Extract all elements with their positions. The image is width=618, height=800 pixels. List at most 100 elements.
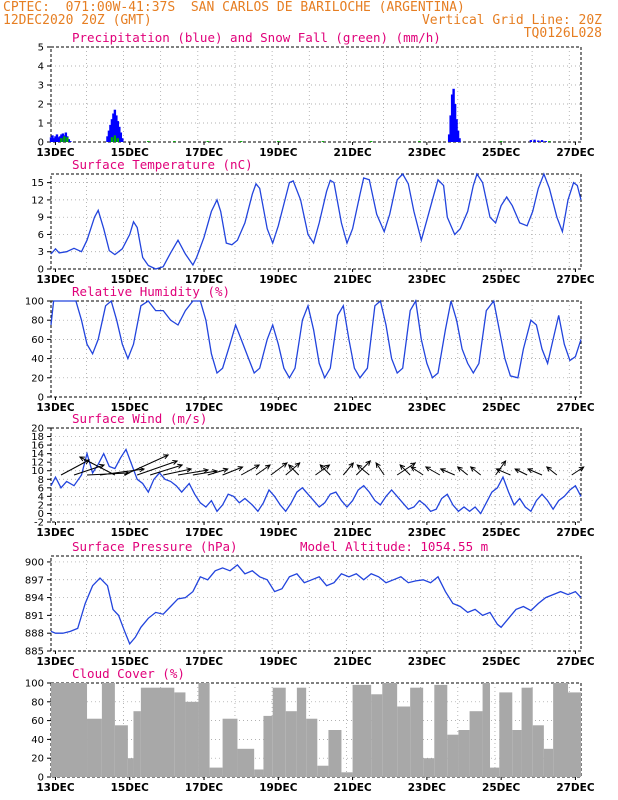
- x-tick-label: 13DEC: [36, 274, 75, 286]
- wind-arrow-head: [356, 464, 363, 470]
- x-tick-label: 19DEC: [259, 147, 298, 159]
- panel-0: 0 1 2 3 4 5 13DEC 15DEC 17DEC 19DEC 21DEC 23DEC 25DE…: [36, 30, 594, 159]
- precip-bar: [529, 140, 533, 142]
- cloud-bar: [209, 767, 223, 777]
- wind-arrow: [527, 468, 543, 476]
- cloud-bar: [272, 687, 286, 777]
- precip-bar: [369, 141, 373, 142]
- cloud-bar: [423, 758, 435, 777]
- y-tick-label: 0: [38, 773, 44, 784]
- cloud-bar: [490, 767, 500, 777]
- cloud-bar: [263, 715, 273, 777]
- precip-bar: [121, 138, 124, 142]
- precip-bar: [110, 119, 114, 142]
- cloud-bar: [352, 684, 372, 777]
- y-tick-label: 20: [31, 754, 44, 765]
- wind-arrow: [270, 462, 288, 476]
- series-line: [50, 563, 582, 646]
- y-tick-label: 20: [31, 424, 44, 435]
- wind-arrow: [571, 466, 584, 476]
- wind-arrow-head: [424, 466, 431, 472]
- y-tick-label: 10: [31, 466, 44, 477]
- wind-arrow: [255, 464, 271, 476]
- wind-arrow: [375, 462, 385, 476]
- precip-bar: [110, 137, 114, 142]
- wind-arrow-head: [294, 462, 301, 468]
- cloud-bar: [482, 683, 491, 777]
- wind-arrow-head: [78, 456, 85, 462]
- y-tick-label: 3: [38, 247, 44, 258]
- panel-4: 885 888 891 894 897 900 13DEC 15DEC 17DEC 19DEC 21…: [25, 539, 595, 668]
- cloud-bar: [222, 718, 238, 777]
- x-tick-label: 27DEC: [556, 402, 595, 414]
- y-tick-label: 885: [25, 647, 44, 658]
- wind-arrow: [355, 460, 371, 476]
- wind-arrow: [288, 464, 300, 476]
- cloud-bar: [306, 718, 318, 777]
- wind-arrow-head: [410, 466, 417, 472]
- y-tick-label: 3: [38, 81, 44, 92]
- y-tick-label: 5: [38, 43, 44, 54]
- panel-5: 0 20 40 60 80 100 13DEC 15DEC 17DEC 19DEC 21DEC 23D…: [25, 666, 595, 794]
- x-tick-label: 13DEC: [36, 402, 75, 414]
- wind-arrow-head: [319, 464, 326, 470]
- x-tick-label: 23DEC: [408, 527, 447, 539]
- panel-1: 0 3 6 9 12 15 13DEC 15DEC 17DEC 19DEC 21DEC 23DEC 25…: [31, 157, 595, 286]
- cloud-bar: [133, 711, 141, 777]
- precip-bar: [60, 138, 63, 142]
- x-tick-label: 15DEC: [111, 527, 150, 539]
- x-tick-label: 15DEC: [111, 402, 150, 414]
- wind-arrow-head: [365, 460, 372, 466]
- cloud-bar: [512, 730, 522, 777]
- precip-bar: [540, 140, 544, 142]
- wind-arrow: [546, 466, 558, 476]
- wind-arrow-head: [348, 462, 355, 468]
- precip-bar: [537, 140, 540, 142]
- y-tick-label: 4: [38, 62, 44, 73]
- x-tick-label: 15DEC: [111, 782, 150, 794]
- x-tick-label: 25DEC: [482, 274, 521, 286]
- wind-arrow: [425, 466, 441, 476]
- wind-arrow-head: [186, 467, 193, 473]
- wind-arrow: [440, 468, 455, 476]
- wind-arrow: [457, 466, 469, 476]
- series-line: [50, 447, 582, 515]
- precip-bar: [447, 134, 451, 142]
- wind-arrow: [163, 468, 192, 476]
- wind-arrow-head: [578, 466, 585, 472]
- y-tick-label: 80: [31, 316, 44, 327]
- x-tick-label: 13DEC: [36, 656, 75, 668]
- wind-arrow-head: [399, 464, 406, 470]
- cloud-bar: [410, 687, 424, 777]
- y-tick-label: 897: [25, 575, 44, 586]
- cloud-bar: [553, 683, 569, 777]
- y-tick-label: 0: [38, 138, 44, 149]
- wind-arrow-head: [456, 466, 463, 472]
- precip-bar: [113, 135, 117, 142]
- y-tick-label: -2: [34, 518, 44, 529]
- x-tick-label: 23DEC: [408, 274, 447, 286]
- cloud-bar: [543, 748, 554, 777]
- wind-arrow: [177, 469, 209, 476]
- y-tick-label: 15: [31, 178, 44, 189]
- precip-bar: [112, 113, 115, 142]
- panel-title: Relative Humidity (%): [72, 284, 230, 299]
- wind-arrow: [240, 464, 260, 476]
- wind-arrow: [399, 464, 411, 476]
- header-grid-line: Vertical Grid Line: 20Z: [421, 13, 602, 28]
- y-tick-label: 18: [31, 432, 44, 443]
- precip-bar: [115, 115, 118, 142]
- precip-bar: [239, 141, 243, 142]
- panel-frame: [50, 173, 582, 270]
- precip-bar: [458, 138, 461, 142]
- cloud-bar: [397, 706, 411, 777]
- wind-arrow: [319, 464, 331, 476]
- wind-arrow-head: [281, 462, 288, 468]
- x-tick-label: 27DEC: [556, 147, 595, 159]
- cloud-bar: [296, 687, 307, 777]
- y-tick-label: 16: [31, 441, 44, 452]
- panel-title: Cloud Cover (%): [72, 666, 185, 681]
- precip-bar: [67, 139, 71, 142]
